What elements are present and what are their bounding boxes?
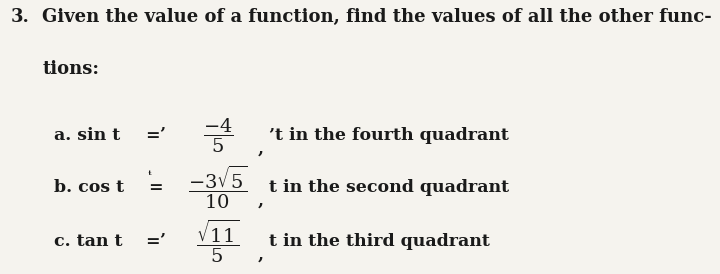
Text: =ʼ: =ʼ — [145, 127, 166, 144]
Text: $\dfrac{-4}{5}$: $\dfrac{-4}{5}$ — [203, 117, 233, 155]
Text: tions:: tions: — [42, 60, 99, 78]
Text: $\dfrac{-3\sqrt{5}}{10}$: $\dfrac{-3\sqrt{5}}{10}$ — [189, 164, 248, 211]
Text: ,: , — [258, 141, 264, 158]
Text: ,: , — [258, 246, 264, 263]
Text: t in the third quadrant: t in the third quadrant — [269, 233, 490, 250]
Text: ,: , — [258, 193, 264, 210]
Text: $\dfrac{\sqrt{11}}{5}$: $\dfrac{\sqrt{11}}{5}$ — [197, 218, 240, 265]
Text: c. tan t: c. tan t — [54, 233, 122, 250]
Text: t in the second quadrant: t in the second quadrant — [269, 179, 509, 196]
Text: Given the value of a function, find the values of all the other func-: Given the value of a function, find the … — [42, 8, 712, 26]
Text: a. sin t: a. sin t — [54, 127, 120, 144]
Text: ’t in the fourth quadrant: ’t in the fourth quadrant — [269, 127, 509, 144]
Text: b. cos t: b. cos t — [54, 179, 124, 196]
Text: 3.: 3. — [10, 8, 29, 26]
Text: ᵗ: ᵗ — [148, 170, 151, 181]
Text: =ʼ: =ʼ — [145, 233, 166, 250]
Text: =: = — [148, 179, 163, 196]
